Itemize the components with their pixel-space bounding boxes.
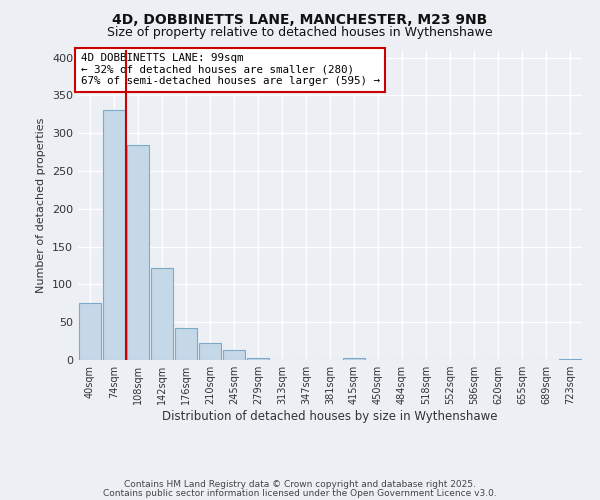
- Bar: [559, 359, 581, 360]
- Bar: [247, 358, 269, 360]
- Text: Contains HM Land Registry data © Crown copyright and database right 2025.: Contains HM Land Registry data © Crown c…: [124, 480, 476, 489]
- Bar: [175, 328, 197, 360]
- Y-axis label: Number of detached properties: Number of detached properties: [37, 118, 46, 292]
- Text: 4D DOBBINETTS LANE: 99sqm
← 32% of detached houses are smaller (280)
67% of semi: 4D DOBBINETTS LANE: 99sqm ← 32% of detac…: [80, 53, 380, 86]
- Text: 4D, DOBBINETTS LANE, MANCHESTER, M23 9NB: 4D, DOBBINETTS LANE, MANCHESTER, M23 9NB: [112, 12, 488, 26]
- Bar: [127, 144, 149, 360]
- Bar: [79, 304, 101, 360]
- Bar: [151, 268, 173, 360]
- Bar: [199, 342, 221, 360]
- Bar: [103, 110, 125, 360]
- Text: Size of property relative to detached houses in Wythenshawe: Size of property relative to detached ho…: [107, 26, 493, 39]
- Text: Contains public sector information licensed under the Open Government Licence v3: Contains public sector information licen…: [103, 489, 497, 498]
- X-axis label: Distribution of detached houses by size in Wythenshawe: Distribution of detached houses by size …: [162, 410, 498, 423]
- Bar: [223, 350, 245, 360]
- Bar: [343, 358, 365, 360]
